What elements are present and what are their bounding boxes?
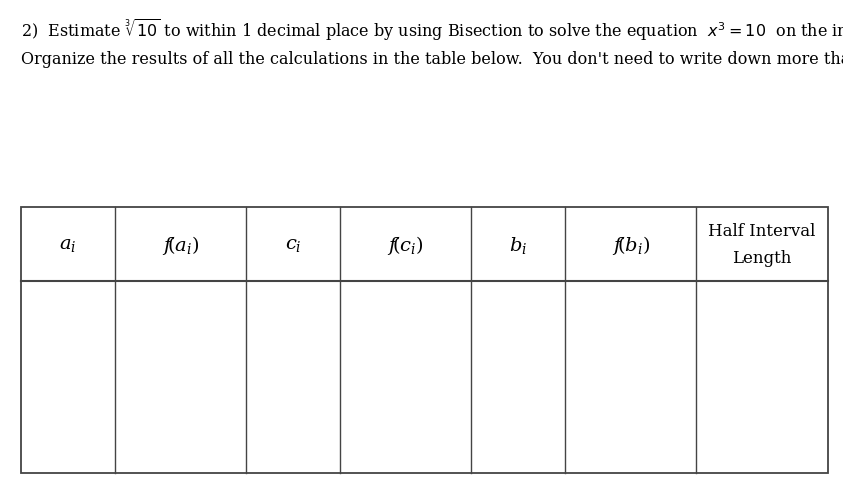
Text: $b_i$: $b_i$ — [509, 234, 528, 255]
Text: $f\!\left(c_i\right)$: $f\!\left(c_i\right)$ — [387, 233, 424, 256]
Text: 2)  Estimate $\sqrt[3]{10}$ to within 1 decimal place by using Bisection to solv: 2) Estimate $\sqrt[3]{10}$ to within 1 d… — [21, 17, 843, 43]
Text: Length: Length — [733, 250, 792, 267]
Text: $f\!\left(a_i\right)$: $f\!\left(a_i\right)$ — [162, 233, 199, 256]
Text: Organize the results of all the calculations in the table below.  You don't need: Organize the results of all the calculat… — [21, 51, 843, 68]
Text: $c_i$: $c_i$ — [285, 236, 302, 254]
Text: $a_i$: $a_i$ — [59, 236, 77, 254]
Text: $f\!\left(b_i\right)$: $f\!\left(b_i\right)$ — [612, 233, 650, 256]
Text: Half Interval: Half Interval — [708, 223, 816, 240]
